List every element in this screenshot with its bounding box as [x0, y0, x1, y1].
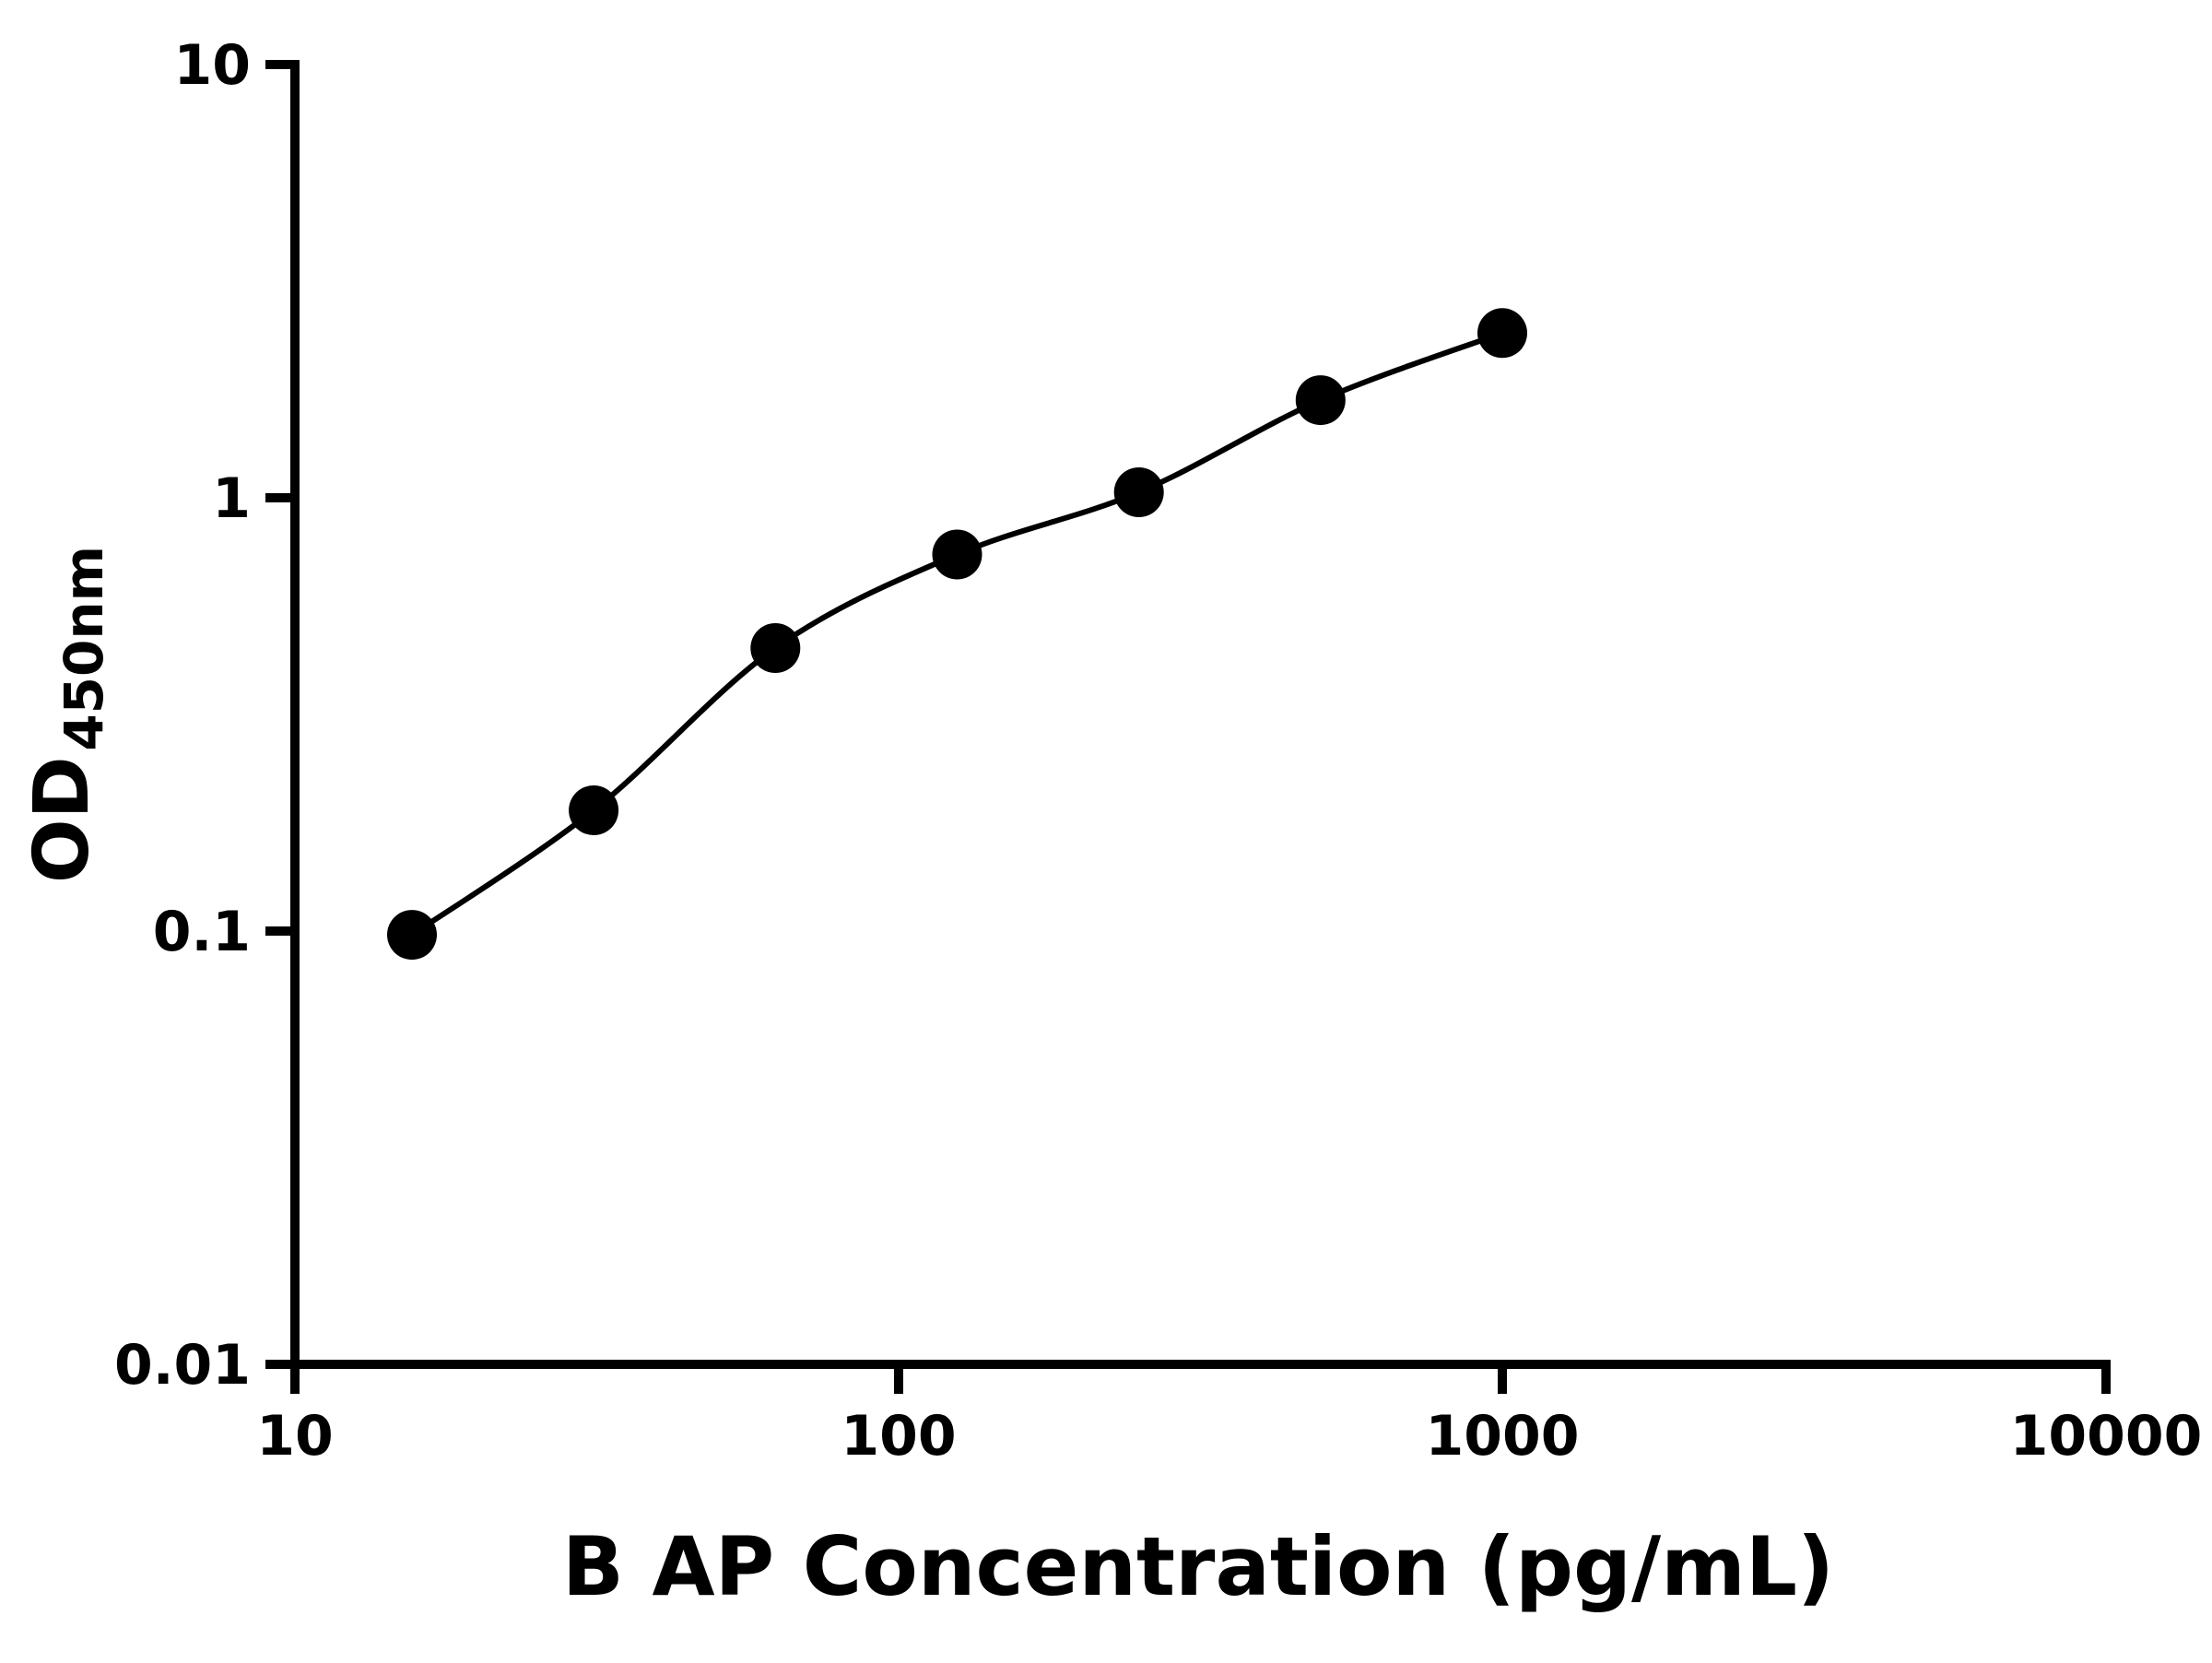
x-axis-ticks: 10 100 1000 10000: [256, 1364, 2202, 1468]
x-tick-label: 10: [256, 1404, 334, 1468]
y-tick-label: 0.1: [153, 900, 251, 964]
fit-curve: [410, 330, 1504, 938]
y-axis-title: OD 450nm: [18, 546, 115, 883]
x-tick-label: 10000: [2010, 1404, 2203, 1468]
x-tick-label: 1000: [1426, 1404, 1580, 1468]
data-point-marker: [569, 785, 619, 835]
y-axis-title-main: OD: [18, 756, 106, 883]
x-tick-label: 100: [841, 1404, 956, 1468]
data-point-marker: [932, 529, 982, 580]
data-point-marker: [1295, 375, 1346, 426]
data-point-marker: [1113, 467, 1164, 517]
y-axis-title-subscript: 450nm: [53, 546, 115, 751]
y-tick-label: 10: [174, 33, 252, 98]
fit-curve-group: [410, 330, 1504, 938]
y-axis-ticks: 0.01 0.1 1 10: [114, 33, 295, 1398]
y-tick-label: 0.01: [114, 1333, 251, 1398]
data-point-marker: [750, 623, 801, 673]
data-point-marker: [1477, 308, 1527, 359]
x-axis-title: B AP Concentration (pg/mL): [562, 1519, 1834, 1614]
data-point-markers: [387, 308, 1527, 961]
data-point-marker: [387, 910, 437, 961]
y-tick-label: 1: [212, 466, 251, 531]
